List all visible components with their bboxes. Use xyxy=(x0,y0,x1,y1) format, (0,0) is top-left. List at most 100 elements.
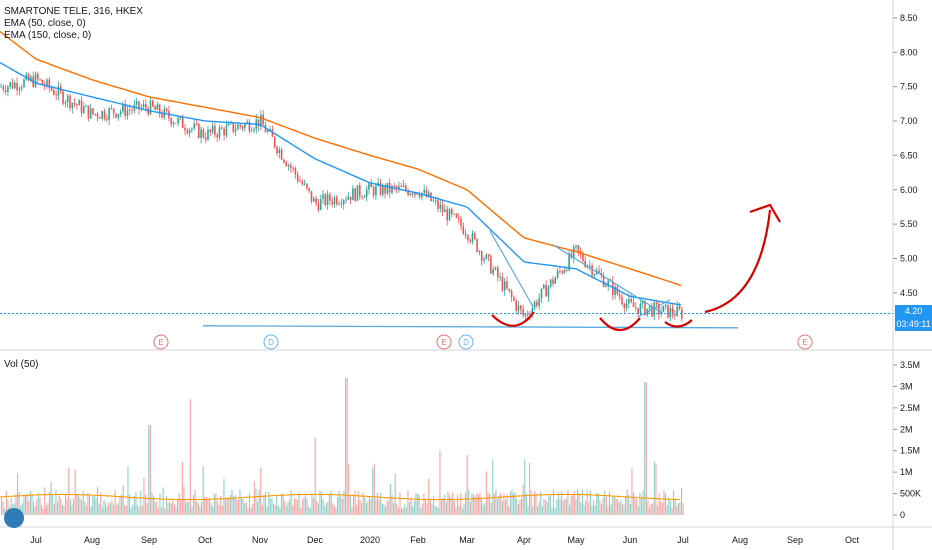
volume-bar xyxy=(183,486,185,515)
volume-bar xyxy=(77,493,79,515)
volume-bar xyxy=(164,508,166,515)
volume-tick-label: 1.5M xyxy=(900,446,920,456)
volume-legend[interactable]: Vol (50) xyxy=(4,359,39,370)
candle-body xyxy=(662,305,665,312)
volume-bar xyxy=(665,493,667,515)
candle-body xyxy=(453,213,455,215)
event-marker-label: E xyxy=(802,338,807,347)
volume-bar xyxy=(247,508,249,515)
tradingview-logo-icon[interactable] xyxy=(4,508,24,528)
candle-body xyxy=(375,185,377,196)
volume-bar xyxy=(602,497,604,515)
volume-bar xyxy=(505,500,507,515)
volume-bar xyxy=(378,499,380,515)
volume-bar xyxy=(657,505,659,515)
volume-bar xyxy=(564,499,566,515)
volume-bar xyxy=(177,498,179,515)
candle-body xyxy=(345,199,347,201)
volume-bar xyxy=(553,489,555,515)
volume-bar xyxy=(447,491,449,515)
volume-bar xyxy=(84,501,86,515)
candle-body xyxy=(563,269,566,273)
candle-body xyxy=(4,89,7,92)
volume-bar xyxy=(317,503,319,515)
volume-bar xyxy=(599,500,601,515)
volume-bar xyxy=(617,499,619,515)
candle-body xyxy=(89,108,92,119)
candle-body xyxy=(0,86,2,88)
candle-body xyxy=(156,104,159,110)
candle-body xyxy=(575,245,577,248)
candle-body xyxy=(421,192,423,198)
x-tick-label: Aug xyxy=(84,535,100,545)
volume-bar xyxy=(138,507,140,515)
volume-bar xyxy=(375,499,377,515)
candle-body xyxy=(292,167,294,169)
volume-bar xyxy=(460,493,462,515)
volume-bar xyxy=(244,503,246,515)
candle-body xyxy=(9,82,11,87)
volume-bar xyxy=(389,484,391,515)
volume-bar xyxy=(533,490,535,515)
candle-body xyxy=(423,189,425,193)
volume-bar xyxy=(1,497,3,515)
candle-body xyxy=(533,301,536,308)
volume-bar xyxy=(170,503,172,515)
volume-bar xyxy=(204,497,206,515)
volume-bar xyxy=(479,492,481,515)
volume-bar xyxy=(68,467,70,515)
candle-body xyxy=(41,79,44,85)
volume-bar xyxy=(487,492,489,515)
volume-bar xyxy=(380,493,382,515)
candle-body xyxy=(492,269,494,274)
candle-body xyxy=(469,239,471,242)
volume-bar xyxy=(249,493,251,515)
x-tick-label: Oct xyxy=(198,535,213,545)
x-tick-label: Aug xyxy=(732,535,748,545)
volume-bar xyxy=(143,477,145,515)
candle-body xyxy=(547,286,550,297)
volume-bar xyxy=(466,455,468,515)
symbol-legend[interactable]: SMARTONE TELE, 316, HKEX xyxy=(4,6,143,17)
volume-bar xyxy=(524,459,526,515)
candle-body xyxy=(271,129,274,137)
candle-body xyxy=(287,165,290,167)
volume-bar xyxy=(122,485,124,515)
volume-bar xyxy=(585,501,587,515)
candle-body xyxy=(71,102,74,109)
volume-bar xyxy=(367,501,369,515)
trendline-3 xyxy=(637,299,671,318)
candle-body xyxy=(248,121,251,132)
ema150-legend[interactable]: EMA (150, close, 0) xyxy=(4,30,92,41)
volume-bar xyxy=(66,498,68,515)
volume-bar xyxy=(108,502,110,515)
candle-body xyxy=(110,108,113,110)
volume-bar xyxy=(233,496,235,515)
volume-bar xyxy=(213,493,215,515)
volume-bar xyxy=(431,504,433,515)
candle-body xyxy=(363,197,366,199)
volume-bar xyxy=(245,502,247,515)
volume-bar xyxy=(165,495,167,515)
volume-bar xyxy=(556,499,558,515)
volume-bar xyxy=(469,501,471,515)
candle-body xyxy=(310,190,313,202)
volume-bar xyxy=(129,494,131,515)
candle-body xyxy=(237,124,239,130)
volume-bar xyxy=(413,500,415,515)
volume-bar xyxy=(391,494,393,515)
volume-bar xyxy=(629,504,631,515)
volume-bar xyxy=(663,490,665,515)
candle-body xyxy=(625,303,628,309)
candle-body xyxy=(161,114,163,118)
volume-bar xyxy=(383,504,385,515)
x-tick-label: Sep xyxy=(141,535,157,545)
candle-body xyxy=(296,174,299,182)
ema50-legend[interactable]: EMA (50, close, 0) xyxy=(4,18,86,29)
candle-body xyxy=(554,277,557,284)
volume-bar xyxy=(396,504,398,515)
volume-bar xyxy=(541,506,543,515)
volume-bar xyxy=(426,502,428,515)
volume-bar xyxy=(228,498,230,515)
